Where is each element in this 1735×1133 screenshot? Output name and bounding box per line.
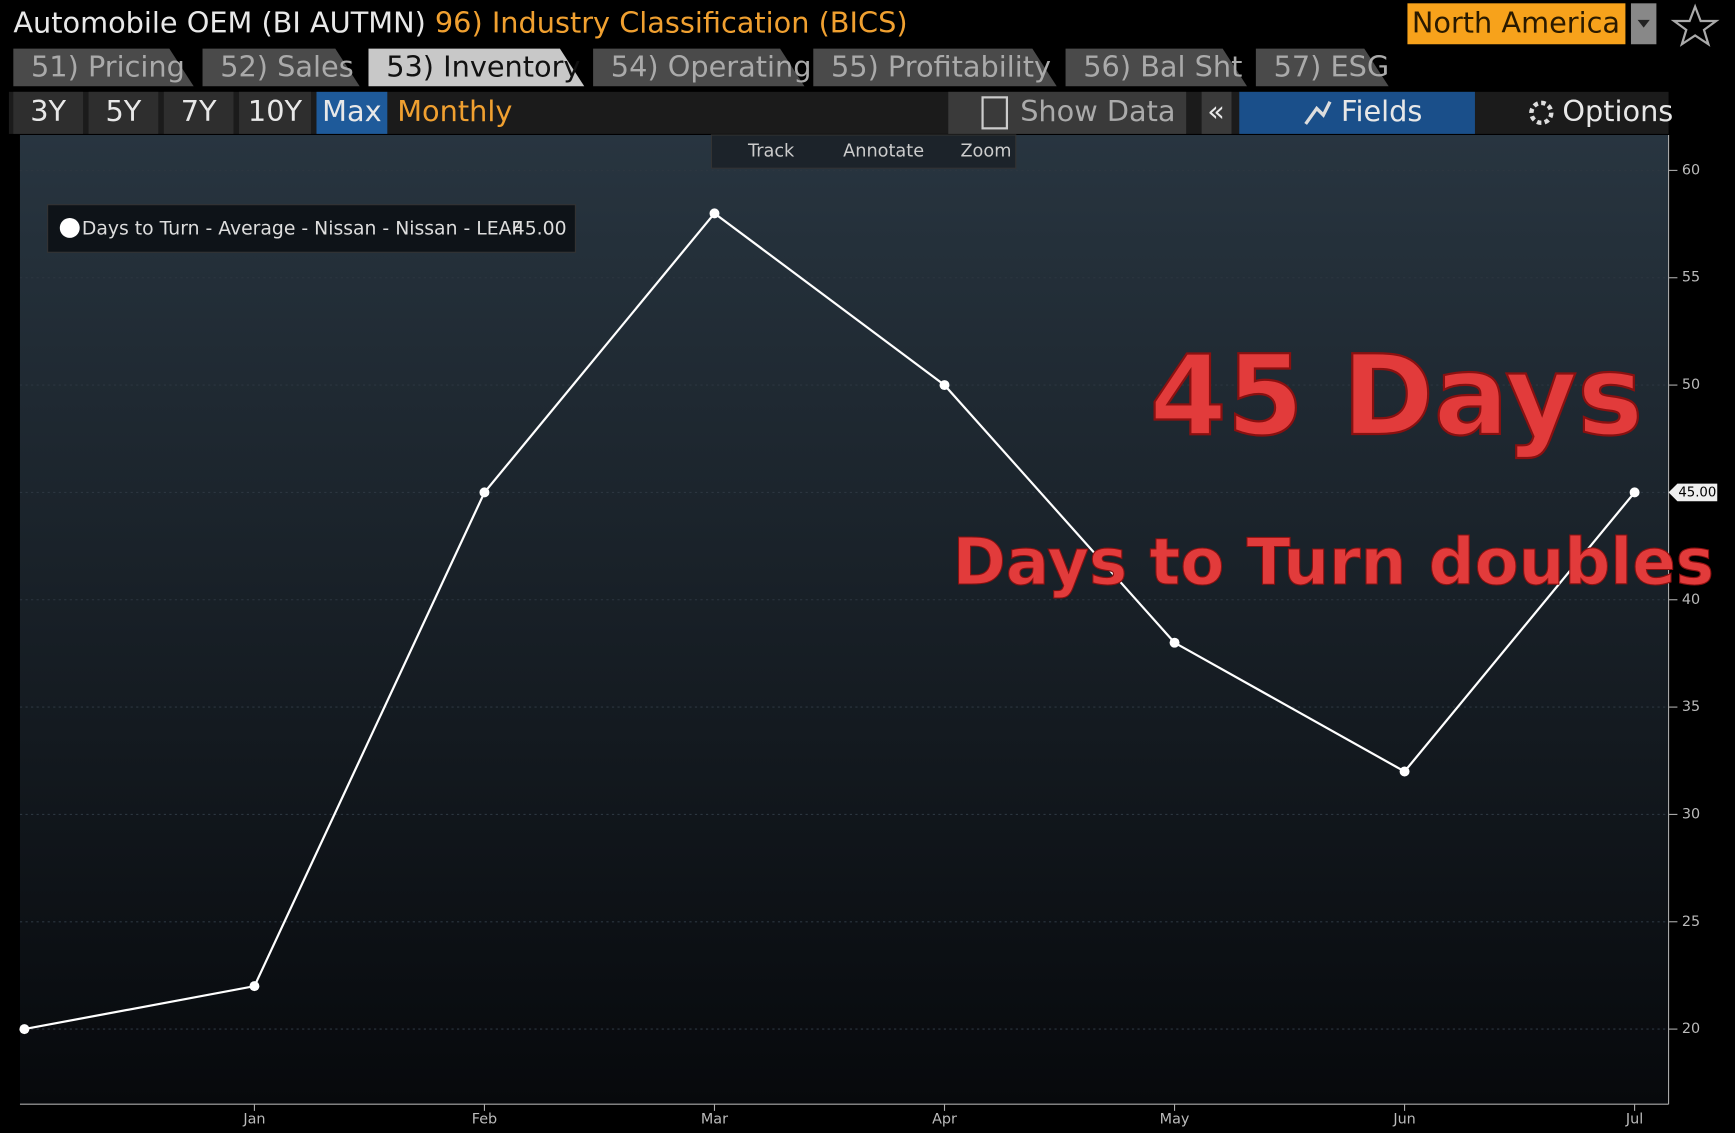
x-tick-label: Jun: [1392, 1112, 1415, 1128]
range-label: Max: [322, 94, 381, 128]
chart: 202530354045505560JanFebMarAprMayJunJul4…: [19, 134, 1718, 1128]
collapse-label: «: [1207, 94, 1225, 128]
tab-label: 54) Operating: [611, 50, 812, 84]
tab-label: 57) ESG: [1274, 50, 1390, 84]
favorite-star[interactable]: [1670, 3, 1720, 47]
region-dropdown[interactable]: [1407, 3, 1626, 45]
gear-icon: [1529, 100, 1554, 126]
tab-label: 53) Inventory: [386, 50, 580, 84]
y-tick-label: 55: [1682, 270, 1700, 286]
tab-label: 56) Bal Sht: [1083, 50, 1242, 84]
fields-label: Fields: [1341, 94, 1422, 128]
frequency[interactable]: Monthly: [397, 94, 512, 128]
tab[interactable]: [1065, 48, 1248, 87]
point: [1399, 766, 1410, 777]
range-button[interactable]: [316, 91, 388, 134]
range-button[interactable]: [239, 91, 311, 134]
legend: [47, 204, 576, 253]
annotation: 45 Days: [1150, 332, 1644, 461]
region-label: North America: [1412, 5, 1620, 39]
y-tick-label: 40: [1682, 592, 1700, 608]
line: [24, 211, 1636, 1031]
collapse-button[interactable]: [1201, 91, 1232, 134]
classification-link[interactable]: 96) Industry Classification (BICS): [435, 5, 908, 39]
title: Automobile OEM (BI AUTMN): [13, 5, 426, 39]
point: [19, 1024, 30, 1035]
y-tick-label: 20: [1682, 1021, 1700, 1037]
x-tick-label: May: [1160, 1112, 1190, 1128]
point: [249, 981, 260, 992]
x-tick-label: Mar: [701, 1112, 728, 1128]
range-button[interactable]: [163, 91, 234, 134]
legend-value: 45.00: [513, 219, 567, 240]
show-data-label: Show Data: [1020, 94, 1175, 128]
y-tick-label: 25: [1682, 914, 1700, 930]
range-label: 7Y: [181, 94, 217, 128]
y-tick-label: 35: [1682, 699, 1700, 715]
x-tick-label: Jul: [1625, 1112, 1643, 1128]
point: [479, 487, 490, 498]
chart-tool[interactable]: Annotate: [843, 142, 924, 162]
x-tick-label: Apr: [932, 1112, 957, 1128]
tab[interactable]: [1255, 48, 1389, 87]
point: [939, 380, 950, 391]
tab[interactable]: [202, 48, 360, 87]
tab-label: 55) Profitability: [831, 50, 1051, 84]
plot-area: [19, 134, 1669, 1105]
range-label: 10Y: [248, 94, 303, 128]
range-label: 5Y: [105, 94, 141, 128]
x-tick-label: Jan: [242, 1112, 265, 1128]
document-icon: [981, 96, 1009, 130]
chart-tool[interactable]: Zoom: [960, 142, 1011, 162]
chart-tools: Track Annotate Zoom: [747, 142, 1011, 162]
fields-icon: [1304, 101, 1332, 125]
annotation: Days to Turn doubles: [953, 525, 1714, 600]
range-button[interactable]: [88, 91, 159, 134]
tab-label: 52) Sales: [220, 50, 353, 84]
tab-label: 51) Pricing: [31, 50, 185, 84]
legend-label: Days to Turn - Average - Nissan - Nissan…: [82, 219, 522, 240]
point: [1169, 637, 1180, 648]
chart-toolbar: [710, 134, 1017, 169]
y-tick-label: 60: [1682, 162, 1700, 178]
fields-button[interactable]: [1239, 91, 1475, 134]
tab[interactable]: [368, 48, 585, 87]
range-label: 3Y: [30, 94, 66, 128]
y-tick-label: 30: [1682, 806, 1700, 822]
show-data-button[interactable]: [948, 91, 1187, 134]
range-button[interactable]: [13, 91, 84, 134]
legend-swatch: [59, 217, 80, 238]
x-tick-label: Feb: [472, 1112, 497, 1128]
tab[interactable]: [13, 48, 194, 87]
options-label[interactable]: Options: [1562, 94, 1673, 128]
arrow-icon: [1637, 19, 1650, 28]
point: [1629, 487, 1640, 498]
y-tick-label: 50: [1682, 377, 1700, 393]
chart-tool[interactable]: Track: [747, 142, 795, 162]
value-label: 45.00: [1678, 485, 1716, 500]
value-flag: [1668, 483, 1718, 502]
tab[interactable]: [593, 48, 805, 87]
tab-bar: 51) Pricing 52) Sales 53) Inventory 54) Ope…: [13, 48, 1390, 87]
point: [709, 208, 720, 219]
tab[interactable]: [813, 48, 1057, 87]
